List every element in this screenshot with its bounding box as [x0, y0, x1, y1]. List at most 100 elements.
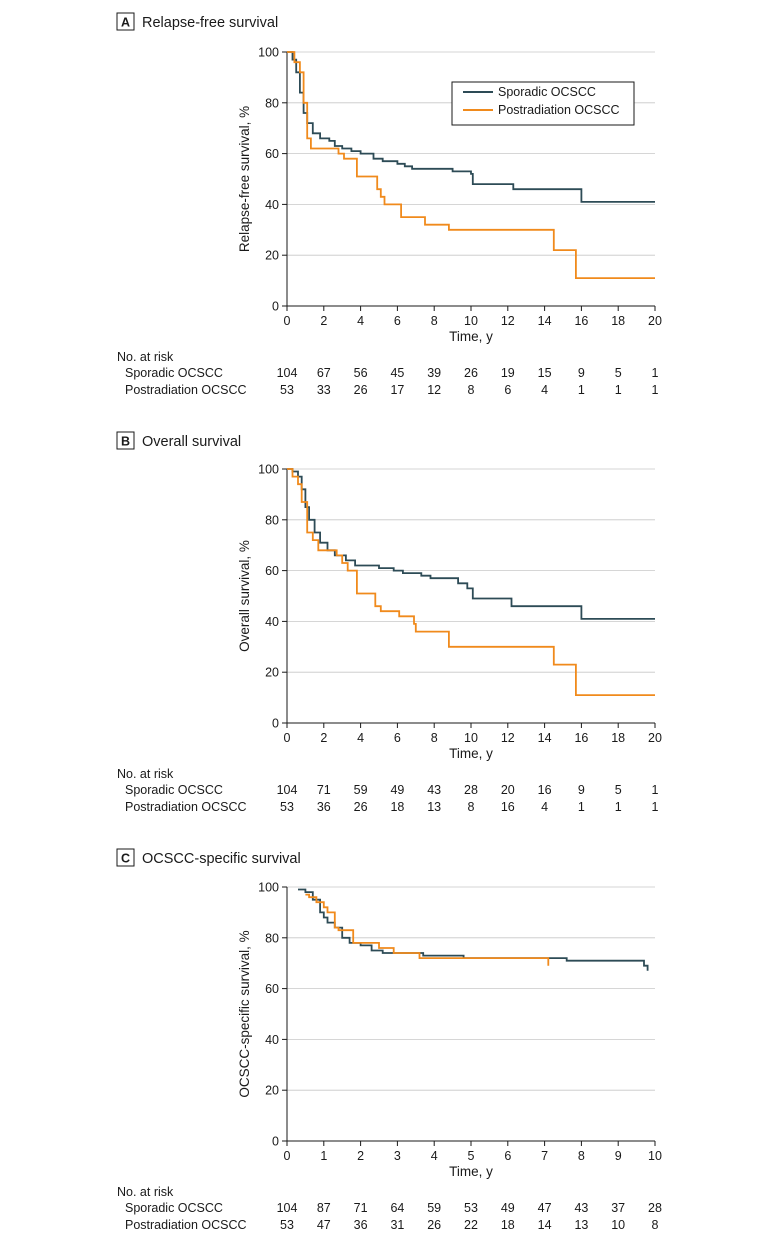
- x-tick-label: 7: [541, 1149, 548, 1163]
- x-tick-label: 9: [615, 1149, 622, 1163]
- x-tick-label: 0: [284, 1149, 291, 1163]
- x-tick-label: 4: [357, 314, 364, 328]
- postradiation-ocscc-curve: [287, 468, 655, 696]
- legend-box: [451, 81, 635, 126]
- risk-value: 1: [652, 383, 659, 397]
- x-tick-label: 18: [611, 314, 625, 328]
- risk-value: 4: [541, 800, 548, 814]
- y-tick-label: 60: [265, 147, 279, 161]
- y-axis-title: OCSCC-specific survival, %: [237, 930, 252, 1097]
- x-tick-label: 0: [284, 731, 291, 745]
- y-tick-label: 80: [265, 513, 279, 527]
- x-tick-label: 2: [320, 731, 327, 745]
- y-tick-label: 20: [265, 1084, 279, 1098]
- risk-value: 15: [538, 366, 552, 380]
- panel-title: Overall survival: [142, 434, 241, 450]
- x-tick-label: 16: [574, 314, 588, 328]
- panel-letter: B: [121, 435, 130, 449]
- risk-value: 28: [464, 783, 478, 797]
- y-tick-label: 40: [265, 615, 279, 629]
- risk-value: 43: [427, 783, 441, 797]
- risk-row-label: Sporadic OCSCC: [125, 1201, 223, 1215]
- risk-row-label: Postradiation OCSCC: [125, 1218, 247, 1232]
- risk-value: 8: [468, 383, 475, 397]
- sporadic-ocscc-curve: [298, 888, 649, 971]
- risk-row-label: Sporadic OCSCC: [125, 783, 223, 797]
- risk-value: 16: [501, 800, 515, 814]
- risk-value: 104: [277, 1201, 298, 1215]
- risk-value: 53: [280, 383, 294, 397]
- risk-value: 10: [611, 1218, 625, 1232]
- postradiation-ocscc-curve: [287, 51, 655, 279]
- risk-row-label: Postradiation OCSCC: [125, 383, 247, 397]
- risk-value: 67: [317, 366, 331, 380]
- y-tick-label: 20: [265, 666, 279, 680]
- risk-value: 104: [277, 366, 298, 380]
- y-axis-title: Relapse-free survival, %: [237, 106, 252, 252]
- x-tick-label: 4: [357, 731, 364, 745]
- risk-value: 28: [648, 1201, 662, 1215]
- risk-table-header: No. at risk: [117, 767, 174, 781]
- x-tick-label: 8: [431, 314, 438, 328]
- panel-letter: A: [121, 16, 130, 30]
- y-tick-label: 60: [265, 982, 279, 996]
- y-tick-label: 100: [258, 881, 279, 895]
- risk-value: 64: [390, 1201, 404, 1215]
- risk-value: 26: [464, 366, 478, 380]
- risk-value: 17: [390, 383, 404, 397]
- x-tick-label: 18: [611, 731, 625, 745]
- risk-value: 33: [317, 383, 331, 397]
- y-tick-label: 0: [272, 300, 279, 314]
- risk-value: 59: [427, 1201, 441, 1215]
- x-tick-label: 8: [578, 1149, 585, 1163]
- x-tick-label: 10: [464, 314, 478, 328]
- x-tick-label: 16: [574, 731, 588, 745]
- risk-value: 26: [354, 383, 368, 397]
- legend: Sporadic OCSCC Postradiation OCSCC: [451, 81, 635, 126]
- risk-value: 19: [501, 366, 515, 380]
- risk-value: 5: [615, 366, 622, 380]
- risk-value: 36: [317, 800, 331, 814]
- risk-value: 1: [615, 800, 622, 814]
- risk-value: 36: [354, 1218, 368, 1232]
- risk-value: 13: [574, 1218, 588, 1232]
- risk-value: 49: [390, 783, 404, 797]
- risk-value: 12: [427, 383, 441, 397]
- x-tick-label: 6: [394, 314, 401, 328]
- panel-c: C OCSCC-specific survival 0 20 40 60 80 100 0 1 2 3…: [116, 848, 662, 1232]
- risk-value: 37: [611, 1201, 625, 1215]
- y-tick-label: 0: [272, 1135, 279, 1149]
- risk-value: 31: [390, 1218, 404, 1232]
- risk-value: 26: [427, 1218, 441, 1232]
- risk-value: 53: [464, 1201, 478, 1215]
- x-tick-label: 12: [501, 731, 515, 745]
- risk-table-header: No. at risk: [117, 350, 174, 364]
- legend-label: Sporadic OCSCC: [498, 85, 596, 99]
- risk-value: 16: [538, 783, 552, 797]
- x-tick-label: 14: [538, 314, 552, 328]
- y-tick-label: 60: [265, 564, 279, 578]
- risk-value: 39: [427, 366, 441, 380]
- risk-value: 87: [317, 1201, 331, 1215]
- y-axis-title: Overall survival, %: [237, 540, 252, 652]
- y-tick-label: 20: [265, 249, 279, 263]
- risk-value: 8: [652, 1218, 659, 1232]
- risk-value: 56: [354, 366, 368, 380]
- risk-value: 1: [652, 366, 659, 380]
- risk-value: 59: [354, 783, 368, 797]
- panel-letter-badge: [116, 431, 135, 450]
- risk-table: No. at risk Sporadic OCSCC 104 87 71 64 59 53 49…: [117, 1185, 662, 1232]
- y-tick-label: 80: [265, 931, 279, 945]
- risk-value: 1: [652, 783, 659, 797]
- x-axis-title: Time, y: [449, 746, 493, 761]
- risk-value: 9: [578, 366, 585, 380]
- x-tick-label: 10: [648, 1149, 662, 1163]
- y-tick-label: 100: [258, 46, 279, 60]
- panel-letter-badge: [116, 848, 135, 867]
- x-tick-label: 12: [501, 314, 515, 328]
- postradiation-ocscc-curve: [305, 893, 550, 966]
- x-tick-label: 10: [464, 731, 478, 745]
